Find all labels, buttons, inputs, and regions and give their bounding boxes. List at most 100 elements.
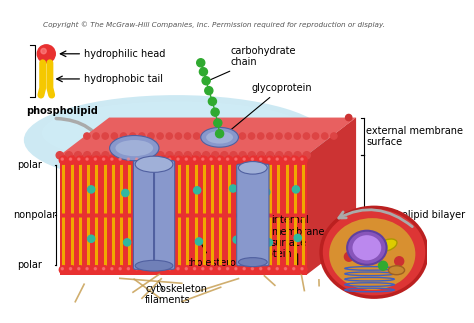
Circle shape bbox=[61, 158, 64, 160]
Circle shape bbox=[102, 133, 109, 139]
Circle shape bbox=[257, 152, 264, 159]
Circle shape bbox=[76, 266, 84, 274]
Circle shape bbox=[175, 266, 183, 274]
Circle shape bbox=[184, 133, 191, 139]
FancyBboxPatch shape bbox=[237, 164, 269, 266]
Circle shape bbox=[241, 266, 249, 274]
Ellipse shape bbox=[24, 95, 329, 185]
Circle shape bbox=[191, 266, 200, 274]
Circle shape bbox=[111, 158, 113, 160]
Circle shape bbox=[379, 261, 388, 270]
Circle shape bbox=[169, 158, 171, 160]
Circle shape bbox=[266, 156, 274, 164]
Circle shape bbox=[291, 266, 299, 274]
Circle shape bbox=[267, 133, 273, 139]
Circle shape bbox=[59, 266, 67, 274]
Circle shape bbox=[150, 156, 158, 164]
Circle shape bbox=[160, 267, 163, 270]
Ellipse shape bbox=[238, 162, 267, 174]
Circle shape bbox=[283, 156, 291, 164]
Circle shape bbox=[119, 158, 121, 160]
Circle shape bbox=[294, 152, 301, 159]
Circle shape bbox=[235, 267, 237, 270]
Circle shape bbox=[102, 152, 109, 159]
Circle shape bbox=[214, 119, 222, 127]
Circle shape bbox=[111, 267, 113, 270]
Circle shape bbox=[294, 133, 301, 139]
Circle shape bbox=[235, 158, 237, 160]
Circle shape bbox=[83, 152, 91, 159]
Circle shape bbox=[92, 266, 100, 274]
Circle shape bbox=[94, 158, 96, 160]
Circle shape bbox=[86, 158, 88, 160]
Circle shape bbox=[229, 185, 237, 192]
Circle shape bbox=[233, 236, 240, 243]
Circle shape bbox=[111, 133, 118, 139]
Circle shape bbox=[158, 266, 166, 274]
Circle shape bbox=[202, 158, 204, 160]
Circle shape bbox=[175, 133, 182, 139]
Circle shape bbox=[200, 156, 208, 164]
FancyBboxPatch shape bbox=[133, 161, 154, 269]
Circle shape bbox=[243, 158, 245, 160]
Circle shape bbox=[193, 133, 200, 139]
Circle shape bbox=[197, 59, 205, 67]
Circle shape bbox=[258, 266, 266, 274]
Circle shape bbox=[219, 267, 220, 270]
Circle shape bbox=[59, 156, 67, 164]
Circle shape bbox=[56, 152, 64, 159]
Circle shape bbox=[292, 186, 300, 193]
Circle shape bbox=[205, 87, 213, 95]
Circle shape bbox=[177, 267, 179, 270]
Circle shape bbox=[225, 156, 233, 164]
Circle shape bbox=[239, 152, 246, 159]
Circle shape bbox=[65, 152, 73, 159]
Circle shape bbox=[138, 152, 146, 159]
FancyArrowPatch shape bbox=[56, 119, 108, 152]
Circle shape bbox=[109, 266, 117, 274]
Ellipse shape bbox=[378, 239, 397, 251]
Circle shape bbox=[301, 267, 303, 270]
Circle shape bbox=[157, 152, 164, 159]
Circle shape bbox=[128, 158, 129, 160]
Circle shape bbox=[93, 133, 99, 139]
Circle shape bbox=[102, 267, 105, 270]
FancyBboxPatch shape bbox=[155, 161, 175, 269]
Circle shape bbox=[126, 266, 134, 274]
Circle shape bbox=[266, 266, 274, 274]
Circle shape bbox=[208, 156, 216, 164]
Circle shape bbox=[285, 133, 292, 139]
Circle shape bbox=[126, 156, 134, 164]
Circle shape bbox=[276, 152, 283, 159]
Circle shape bbox=[346, 158, 352, 164]
Circle shape bbox=[158, 156, 166, 164]
Circle shape bbox=[183, 156, 191, 164]
Circle shape bbox=[158, 184, 165, 191]
Circle shape bbox=[299, 156, 307, 164]
Circle shape bbox=[37, 45, 55, 63]
Circle shape bbox=[274, 156, 283, 164]
Circle shape bbox=[331, 133, 337, 139]
Circle shape bbox=[219, 158, 220, 160]
Ellipse shape bbox=[206, 131, 233, 144]
Text: polar: polar bbox=[17, 160, 42, 170]
Circle shape bbox=[122, 189, 129, 197]
Circle shape bbox=[292, 158, 295, 160]
Circle shape bbox=[76, 156, 84, 164]
Text: glycoprotein: glycoprotein bbox=[222, 83, 311, 137]
Circle shape bbox=[239, 133, 246, 139]
Circle shape bbox=[268, 158, 270, 160]
Circle shape bbox=[221, 133, 227, 139]
Circle shape bbox=[303, 152, 310, 159]
Circle shape bbox=[202, 77, 210, 85]
Circle shape bbox=[345, 252, 354, 261]
Circle shape bbox=[68, 156, 76, 164]
Circle shape bbox=[167, 266, 175, 274]
Text: hydrophobic tail: hydrophobic tail bbox=[84, 74, 163, 84]
Circle shape bbox=[251, 158, 254, 160]
Circle shape bbox=[134, 156, 142, 164]
Text: internal
membrane
surface: internal membrane surface bbox=[271, 215, 324, 265]
Circle shape bbox=[249, 156, 257, 164]
Circle shape bbox=[84, 266, 92, 274]
Circle shape bbox=[195, 238, 202, 245]
